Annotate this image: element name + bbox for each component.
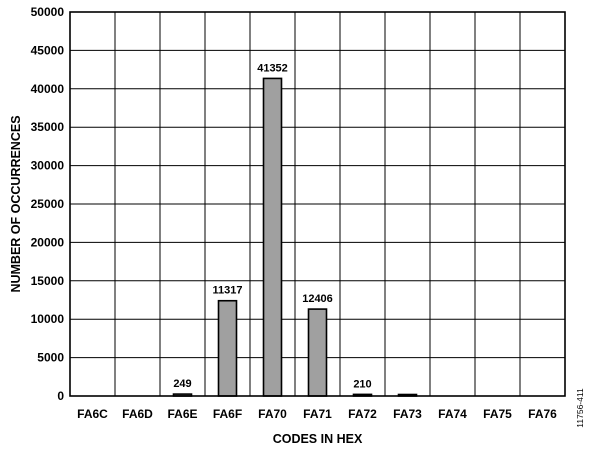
y-tick-labels: 0 5000 10000 15000 20000 25000 30000 35000 40000…: [31, 5, 65, 403]
x-tick-label: FA70: [258, 407, 287, 421]
data-labels: 249 11317 41352 12406 210: [173, 62, 371, 390]
y-tick-label: 40000: [31, 82, 65, 96]
data-label: 12406: [302, 293, 333, 305]
x-axis-title: CODES IN HEX: [273, 432, 363, 446]
y-tick-label: 30000: [31, 159, 65, 173]
bar-fa71: [307, 308, 328, 397]
data-label: 11317: [213, 285, 243, 297]
y-tick-label: 50000: [31, 5, 65, 19]
y-tick-label: 0: [57, 389, 64, 403]
y-tick-label: 45000: [31, 43, 65, 57]
bar-fa70: [262, 77, 283, 397]
x-tick-label: FA6F: [213, 407, 242, 421]
x-tick-labels: FA6C FA6D FA6E FA6F FA70 FA71 FA72 FA73 FA74 FA75…: [77, 407, 557, 421]
y-tick-label: 20000: [31, 235, 65, 249]
figure-id: 11756-411: [575, 388, 585, 428]
x-tick-label: FA73: [393, 407, 422, 421]
data-label: 41352: [257, 62, 288, 74]
y-tick-label: 15000: [31, 274, 65, 288]
y-axis-title: NUMBER OF OCCURRENCES: [9, 115, 23, 292]
data-label: 210: [353, 378, 371, 390]
x-tick-label: FA72: [348, 407, 377, 421]
x-tick-label: FA76: [528, 407, 557, 421]
x-tick-label: FA6D: [122, 407, 153, 421]
y-tick-label: 25000: [31, 197, 65, 211]
y-tick-label: 5000: [37, 351, 64, 365]
plot-frame: [69, 11, 566, 397]
bars: [172, 77, 418, 397]
bar-fa6f: [217, 299, 238, 397]
x-tick-label: FA75: [483, 407, 512, 421]
x-tick-label: FA6C: [77, 407, 108, 421]
y-tick-label: 10000: [31, 312, 65, 326]
data-label: 249: [173, 378, 191, 390]
x-tick-label: FA6E: [167, 407, 197, 421]
x-tick-label: FA74: [438, 407, 467, 421]
x-tick-label: FA71: [303, 407, 332, 421]
y-tick-label: 35000: [31, 120, 65, 134]
